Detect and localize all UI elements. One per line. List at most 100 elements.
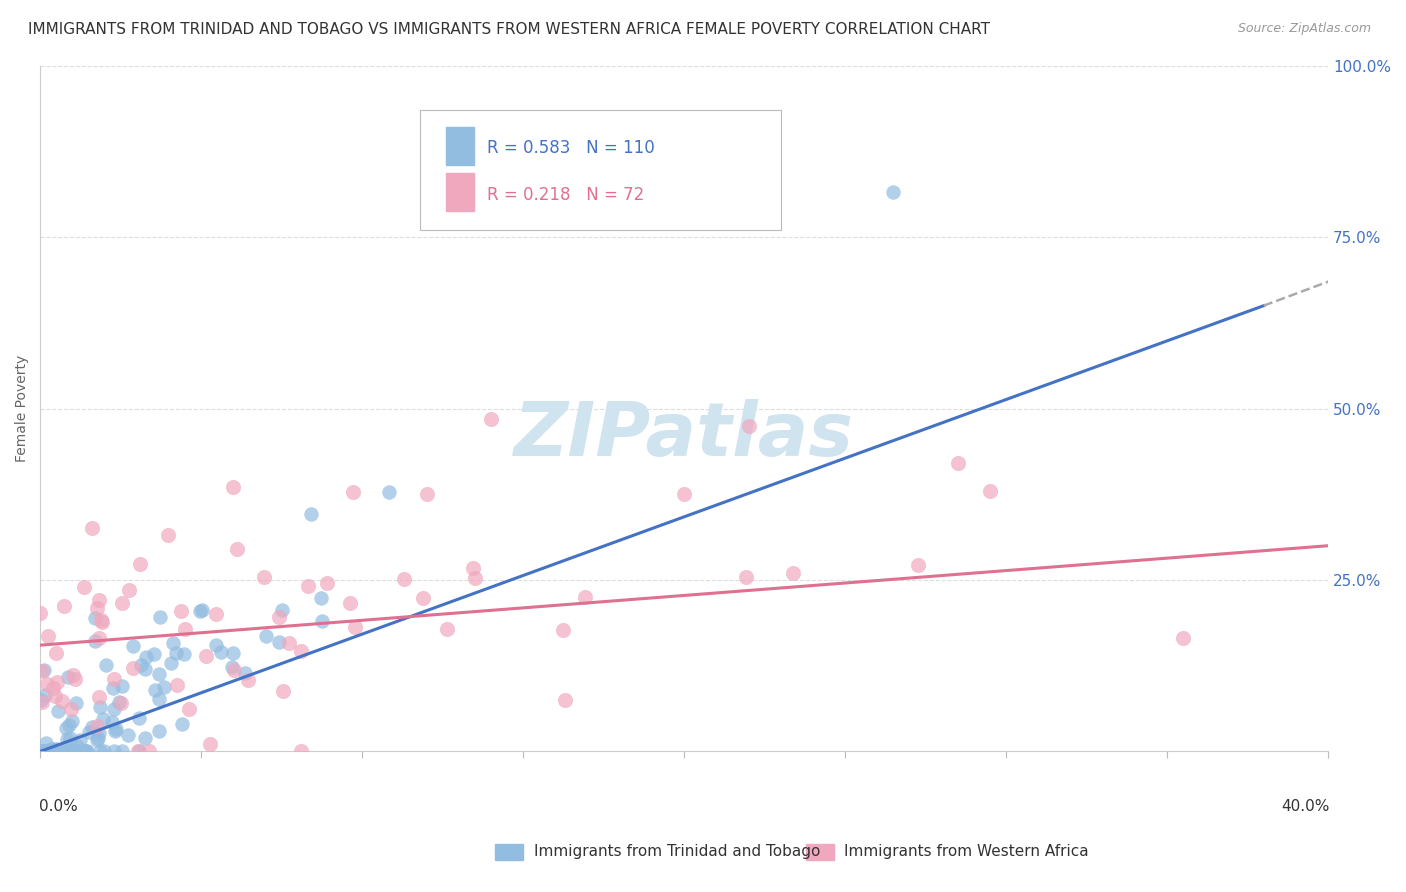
Point — [415, 487, 437, 501]
Point — [31, 744, 53, 758]
Point — [267, 609, 290, 624]
Point — [271, 603, 294, 617]
Point — [111, 596, 134, 610]
Point — [59, 744, 82, 758]
Point — [55, 721, 77, 735]
Point — [84, 611, 107, 625]
Point — [37, 629, 59, 643]
Point — [479, 412, 502, 426]
Point — [122, 639, 145, 653]
Point — [103, 672, 125, 686]
Point — [278, 636, 301, 650]
Point — [45, 744, 67, 758]
Point — [39, 741, 62, 756]
Point — [51, 693, 73, 707]
Point — [103, 744, 125, 758]
Point — [134, 662, 156, 676]
Point — [77, 725, 100, 739]
Point — [89, 725, 111, 739]
Point — [89, 744, 111, 758]
Point — [165, 646, 187, 660]
Point — [233, 665, 256, 680]
Point — [222, 480, 245, 494]
FancyBboxPatch shape — [420, 111, 780, 230]
Point — [1173, 632, 1195, 646]
Point — [75, 744, 97, 758]
Point — [311, 614, 333, 628]
Point — [188, 604, 211, 618]
Point — [32, 744, 55, 758]
Point — [31, 695, 53, 709]
Point — [107, 695, 129, 709]
Text: R = 0.583   N = 110: R = 0.583 N = 110 — [486, 139, 655, 157]
Point — [34, 688, 56, 702]
Point — [103, 702, 125, 716]
Point — [946, 457, 969, 471]
Point — [339, 596, 361, 610]
Point — [128, 744, 150, 758]
Point — [253, 570, 276, 584]
Point — [222, 646, 245, 660]
Point — [63, 672, 86, 686]
Point — [32, 744, 55, 758]
Point — [91, 615, 114, 630]
Point — [554, 693, 576, 707]
Text: ZIPatlas: ZIPatlas — [515, 400, 853, 473]
Point — [737, 418, 759, 433]
Point — [46, 744, 69, 758]
Point — [34, 744, 56, 758]
Point — [153, 680, 176, 694]
Point — [673, 487, 696, 501]
Point — [882, 186, 904, 200]
Point — [35, 677, 58, 691]
Point — [41, 744, 63, 758]
Point — [173, 622, 195, 636]
Point — [205, 607, 228, 622]
Point — [979, 483, 1001, 498]
Point — [73, 580, 96, 594]
Point — [290, 744, 312, 758]
Point — [191, 602, 214, 616]
Point — [90, 613, 112, 627]
Point — [80, 720, 103, 734]
Point — [44, 744, 66, 758]
Point — [60, 742, 83, 756]
Point — [48, 744, 70, 758]
Text: Immigrants from Trinidad and Tobago: Immigrants from Trinidad and Tobago — [534, 845, 821, 859]
Point — [56, 744, 79, 758]
Point — [118, 583, 141, 598]
Text: Source: ZipAtlas.com: Source: ZipAtlas.com — [1237, 22, 1371, 36]
Point — [59, 744, 82, 758]
Bar — [446, 128, 474, 165]
Point — [551, 623, 574, 637]
Point — [86, 733, 108, 747]
Point — [35, 736, 58, 750]
Point — [72, 744, 94, 758]
Point — [65, 696, 87, 710]
Point — [80, 520, 103, 534]
Point — [162, 635, 184, 649]
Point — [269, 635, 291, 649]
Point — [104, 724, 127, 739]
Point — [34, 744, 56, 758]
Point — [105, 722, 128, 736]
Point — [39, 744, 62, 758]
Point — [60, 744, 83, 758]
Point — [41, 744, 63, 758]
Point — [87, 690, 110, 704]
Point — [84, 634, 107, 648]
Point — [142, 647, 165, 661]
Point — [39, 744, 62, 758]
Point — [87, 731, 110, 745]
Point — [127, 744, 149, 758]
Point — [436, 622, 458, 636]
Point — [225, 541, 247, 556]
Point — [45, 744, 67, 758]
Point — [135, 650, 157, 665]
Point — [782, 566, 804, 580]
Point — [464, 571, 486, 585]
Text: IMMIGRANTS FROM TRINIDAD AND TOBAGO VS IMMIGRANTS FROM WESTERN AFRICA FEMALE POV: IMMIGRANTS FROM TRINIDAD AND TOBAGO VS I… — [28, 22, 990, 37]
Point — [209, 644, 232, 658]
Text: 0.0%: 0.0% — [39, 799, 77, 814]
Point — [37, 744, 59, 758]
